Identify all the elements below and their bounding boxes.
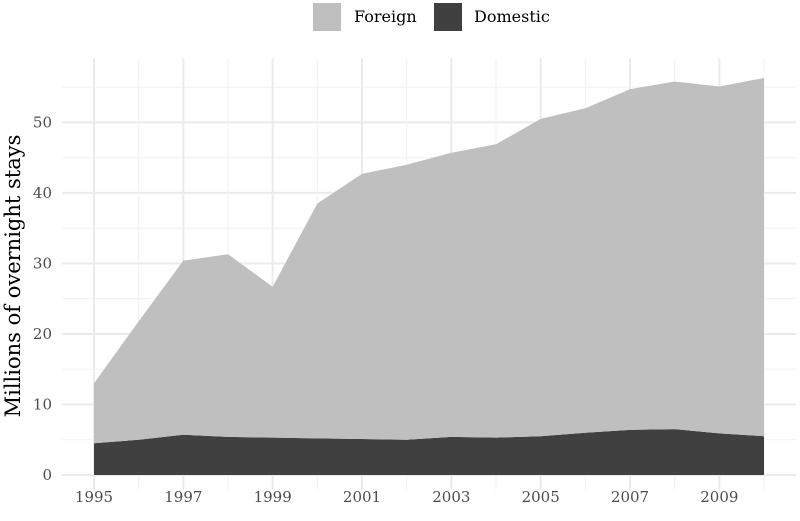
legend-swatch-domestic [434, 3, 462, 31]
y-tick-label: 30 [33, 254, 52, 272]
x-tick-label: 2007 [611, 488, 649, 506]
y-tick-label: 50 [33, 113, 52, 131]
y-tick-label: 20 [33, 325, 52, 343]
x-tick-label: 1999 [254, 488, 292, 506]
x-tick-label: 2005 [522, 488, 560, 506]
area-domestic [94, 429, 764, 475]
y-axis-title: Millions of overnight stays [1, 135, 25, 418]
x-axis-ticks: 1995 1997 1999 2001 2003 2005 2007 2009 [75, 488, 739, 506]
x-tick-label: 2001 [343, 488, 381, 506]
y-tick-label: 40 [33, 184, 52, 202]
x-tick-label: 2003 [432, 488, 470, 506]
area-series [94, 77, 764, 475]
legend-label-foreign: Foreign [354, 7, 417, 26]
x-tick-label: 1995 [75, 488, 113, 506]
y-tick-label: 10 [33, 395, 52, 413]
y-axis-ticks: 0 10 20 30 40 50 [33, 113, 52, 484]
x-tick-label: 1997 [164, 488, 202, 506]
y-tick-label: 0 [42, 466, 52, 484]
legend-label-domestic: Domestic [474, 7, 550, 26]
x-tick-label: 2009 [700, 488, 738, 506]
area-foreign [94, 77, 764, 444]
legend: Foreign Domestic [313, 3, 550, 31]
legend-swatch-foreign [313, 3, 341, 31]
